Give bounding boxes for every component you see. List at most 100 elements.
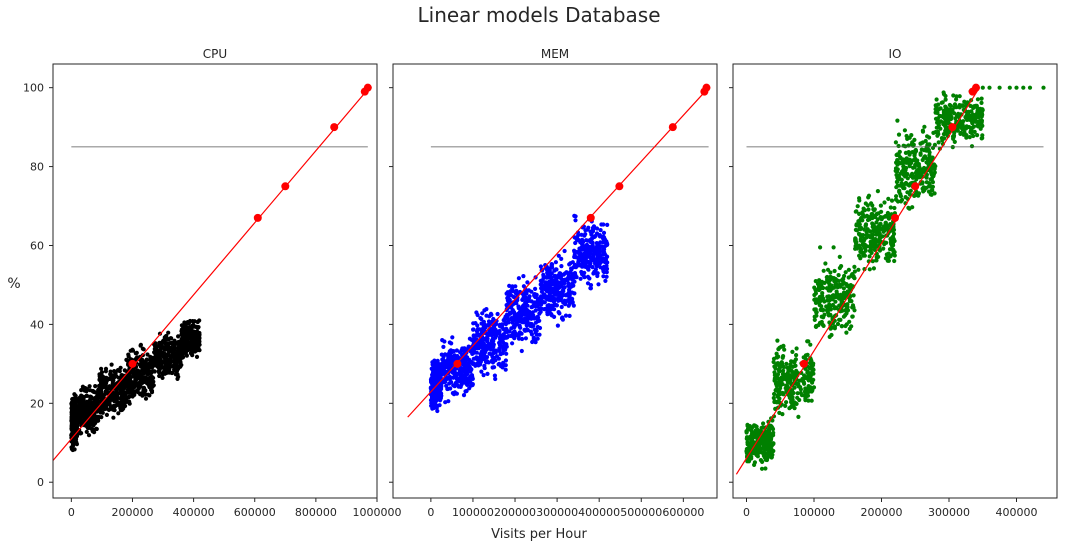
scatter-point	[91, 406, 96, 411]
scatter-point	[777, 378, 782, 383]
scatter-point	[470, 375, 475, 380]
scatter-point	[185, 325, 190, 330]
scatter-point	[594, 271, 599, 276]
scatter-point	[566, 283, 571, 288]
scatter-point	[828, 295, 834, 300]
scatter-point	[796, 414, 801, 419]
scatter-point	[756, 450, 761, 455]
prediction-marker	[281, 182, 290, 191]
scatter-point	[545, 297, 550, 302]
scatter-point	[997, 85, 1002, 90]
scatter-point	[590, 229, 595, 234]
scatter-point	[980, 85, 985, 90]
scatter-point	[193, 348, 198, 354]
scatter-point	[1014, 85, 1019, 90]
scatter-point	[878, 215, 883, 220]
scatter-point	[571, 303, 576, 308]
scatter-point	[124, 376, 129, 381]
scatter-point	[596, 282, 601, 287]
scatter-point	[864, 235, 870, 240]
scatter-point	[467, 363, 472, 368]
scatter-point	[776, 367, 781, 372]
scatter-point	[821, 323, 826, 328]
scatter-point	[490, 331, 495, 336]
scatter-point	[534, 328, 539, 333]
scatter-point	[83, 386, 88, 391]
scatter-point	[582, 270, 587, 275]
scatter-point	[833, 299, 838, 304]
scatter-point	[928, 177, 933, 182]
scatter-point	[892, 205, 897, 211]
scatter-point	[766, 433, 772, 438]
scatter-point	[957, 94, 962, 99]
scatter-point	[77, 395, 82, 400]
scatter-point	[825, 294, 830, 299]
scatter-point	[790, 349, 795, 354]
scatter-point	[744, 429, 749, 434]
scatter-point	[99, 415, 104, 420]
scatter-point	[194, 338, 199, 344]
scatter-point	[774, 387, 779, 392]
scatter-point	[430, 380, 435, 385]
scatter-point	[523, 320, 528, 325]
scatter-point	[961, 125, 966, 130]
scatter-point	[604, 270, 609, 275]
scatter-point	[810, 388, 815, 393]
scatter-point	[826, 313, 831, 318]
scatter-point	[878, 203, 884, 208]
scatter-point	[947, 111, 952, 116]
scatter-point	[818, 307, 824, 312]
scatter-point	[532, 300, 537, 305]
scatter-point	[130, 394, 135, 399]
scatter-point	[896, 159, 901, 164]
scatter-point	[774, 355, 779, 360]
scatter-point	[822, 280, 827, 285]
scatter-point	[471, 327, 476, 332]
scatter-point	[533, 308, 538, 313]
scatter-point	[845, 308, 851, 313]
scatter-point	[197, 318, 202, 323]
scatter-point	[497, 346, 502, 351]
scatter-point	[510, 320, 515, 325]
scatter-point	[789, 388, 794, 393]
scatter-point	[819, 319, 824, 325]
scatter-point	[844, 330, 849, 335]
scatter-point	[917, 175, 922, 180]
scatter-point	[1027, 85, 1033, 90]
scatter-point	[467, 386, 472, 391]
scatter-point	[971, 105, 976, 110]
scatter-point	[97, 399, 102, 404]
scatter-point	[918, 151, 923, 156]
scatter-point	[944, 113, 949, 118]
scatter-point	[471, 321, 476, 326]
scatter-point	[525, 303, 530, 308]
scatter-point	[882, 200, 887, 205]
scatter-point	[451, 383, 456, 388]
scatter-point	[859, 225, 864, 231]
scatter-point	[907, 206, 912, 211]
scatter-point	[874, 232, 879, 237]
scatter-point	[799, 378, 804, 383]
scatter-point	[505, 329, 510, 334]
scatter-point	[601, 269, 606, 274]
scatter-point	[164, 353, 169, 358]
scatter-point	[794, 346, 799, 351]
scatter-point	[601, 230, 607, 235]
scatter-point	[894, 172, 899, 178]
scatter-point	[462, 376, 467, 381]
scatter-point	[586, 225, 591, 230]
scatter-point	[790, 395, 795, 400]
y-tick-label: 80	[30, 161, 44, 174]
scatter-point	[156, 349, 161, 354]
scatter-point	[133, 351, 138, 356]
x-tick-label: 200000	[111, 506, 153, 519]
scatter-point	[482, 308, 487, 313]
scatter-point	[72, 447, 77, 452]
scatter-point	[803, 396, 808, 401]
scatter-point	[494, 329, 499, 334]
scatter-point	[435, 375, 440, 381]
scatter-point	[832, 268, 837, 274]
scatter-point	[746, 443, 752, 448]
scatter-point	[435, 408, 440, 414]
scatter-point	[458, 377, 463, 382]
